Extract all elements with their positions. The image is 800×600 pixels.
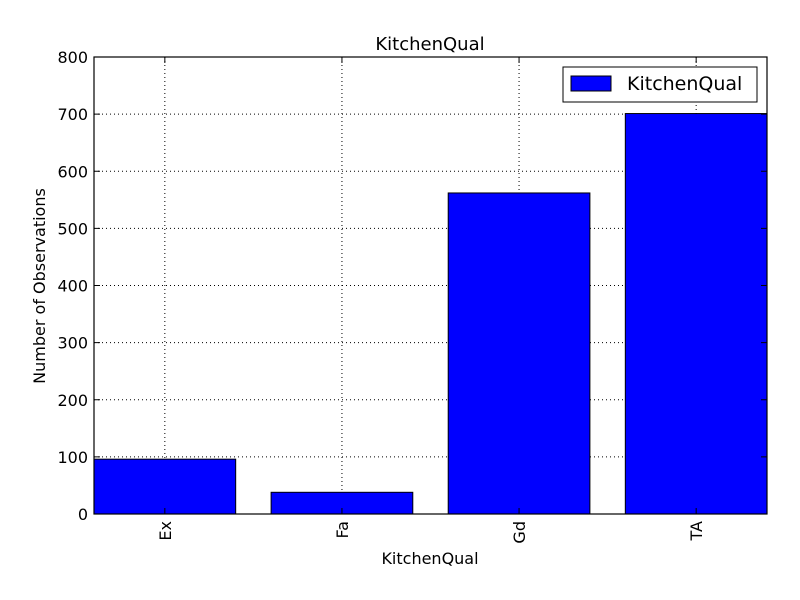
y-tick-label: 100 — [57, 448, 88, 467]
x-tick-label: TA — [687, 521, 706, 542]
y-tick-label: 300 — [57, 334, 88, 353]
ticks-layer — [94, 56, 767, 515]
y-tick-label: 400 — [57, 277, 88, 296]
y-tick-label: 800 — [57, 48, 88, 67]
x-axis-label: KitchenQual — [381, 549, 478, 568]
bars-layer — [93, 113, 768, 515]
y-axis-label: Number of Observations — [30, 188, 49, 384]
x-tick-label: Fa — [333, 521, 352, 539]
y-tick-labels: 0 100 200 300 400 500 600 700 800 — [57, 48, 88, 524]
y-tick-label: 200 — [57, 391, 88, 410]
x-tick-label: Ex — [156, 521, 175, 541]
bar-ta — [624, 113, 768, 515]
legend-swatch — [570, 75, 612, 92]
x-tick-label: Gd — [510, 521, 529, 544]
y-tick-label: 500 — [57, 219, 88, 238]
legend: KitchenQual — [562, 66, 758, 103]
y-tick-label: 700 — [57, 105, 88, 124]
legend-label: KitchenQual — [627, 73, 742, 95]
y-tick-label: 0 — [78, 505, 88, 524]
y-tick-label: 600 — [57, 162, 88, 181]
x-tick-labels: Ex Fa Gd TA — [156, 521, 706, 544]
chart-title: KitchenQual — [375, 34, 484, 55]
bar-ex — [93, 458, 237, 515]
bar-gd — [447, 192, 591, 515]
